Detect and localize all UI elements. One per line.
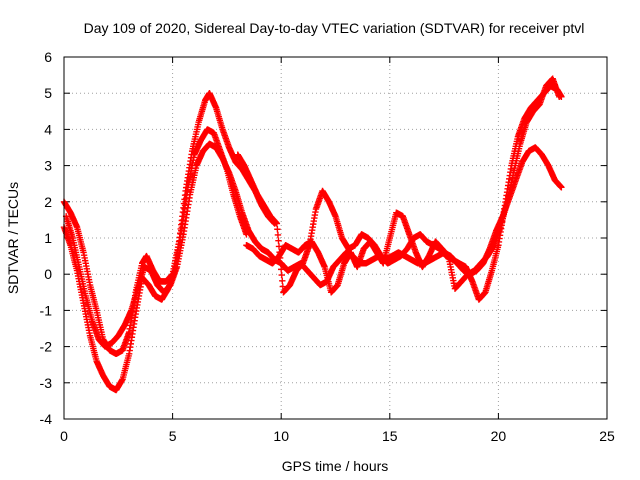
x-tick-label: 0: [60, 428, 68, 444]
x-tick-label: 10: [273, 428, 289, 444]
x-axis-label: GPS time / hours: [282, 458, 389, 474]
y-tick-labels: -4 -3 -2 -1 0 1 2 3 4 5 6: [40, 49, 53, 427]
axis-ticks: [63, 56, 608, 420]
y-tick-label: 4: [44, 121, 52, 137]
data-point: [278, 271, 285, 279]
y-tick-label: 0: [44, 266, 52, 282]
data-point: [275, 243, 283, 250]
x-tick-label: 20: [491, 428, 507, 444]
y-tick-label: 6: [44, 49, 52, 65]
chart-title: Day 109 of 2020, Sidereal Day-to-day VTE…: [84, 20, 585, 36]
data-point: [274, 226, 281, 233]
data-point: [279, 277, 286, 285]
y-tick-label: 2: [44, 194, 52, 210]
data-point: [274, 231, 282, 239]
y-axis-label: SDTVAR / TECUs: [5, 182, 21, 294]
y-tick-label: 5: [44, 85, 52, 101]
y-tick-label: 3: [44, 158, 52, 174]
x-tick-label: 5: [169, 428, 177, 444]
grid-lines: [64, 57, 607, 419]
y-tick-label: -3: [40, 375, 53, 391]
data-point: [278, 266, 285, 273]
series-track-2: [60, 126, 250, 394]
x-tick-label: 15: [382, 428, 398, 444]
y-tick-label: 1: [44, 230, 52, 246]
x-tick-labels: 0 5 10 15 20 25: [60, 428, 615, 444]
y-tick-label: -1: [40, 302, 53, 318]
x-tick-label: 25: [599, 428, 615, 444]
data-markers: [60, 75, 565, 394]
data-point: [273, 220, 281, 227]
series-track-4: [234, 82, 565, 303]
data-point: [556, 93, 563, 101]
data-point: [558, 184, 565, 191]
y-tick-label: -2: [40, 339, 53, 355]
series-track-5: [243, 75, 563, 296]
plot-frame: [63, 56, 608, 420]
data-point: [279, 283, 287, 290]
data-point: [277, 260, 284, 267]
data-point: [275, 237, 282, 244]
y-tick-label: -4: [40, 411, 53, 427]
